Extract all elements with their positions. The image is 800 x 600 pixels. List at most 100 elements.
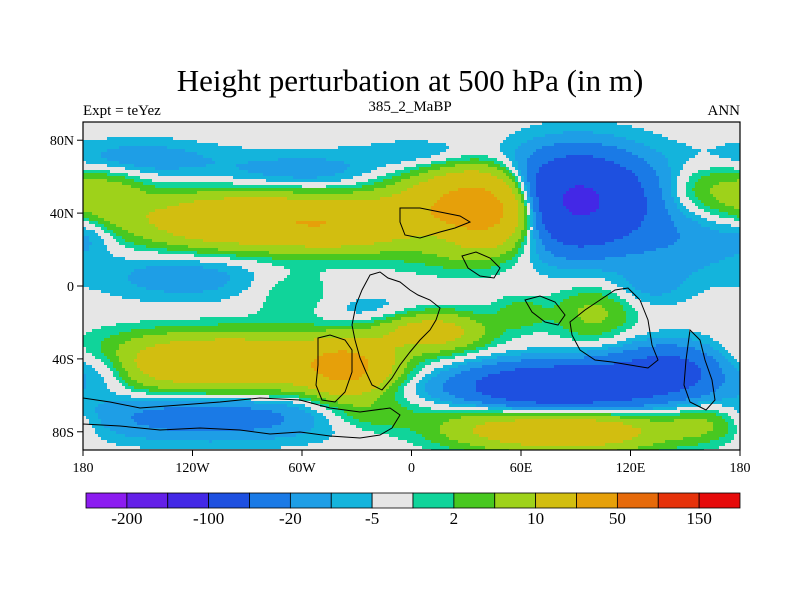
field-cell bbox=[137, 143, 140, 146]
field-cell bbox=[722, 125, 725, 128]
field-cell bbox=[710, 137, 713, 140]
field-cell bbox=[278, 140, 281, 143]
field-cell bbox=[521, 143, 524, 146]
field-cell bbox=[221, 125, 224, 128]
field-cell bbox=[668, 134, 671, 137]
field-cell bbox=[470, 131, 473, 134]
field-cell bbox=[392, 128, 395, 131]
field-cell bbox=[611, 134, 614, 137]
field-cell bbox=[446, 146, 449, 149]
field-cell bbox=[167, 146, 170, 149]
field-cell bbox=[536, 143, 539, 146]
field-cell bbox=[275, 146, 278, 149]
field-cell bbox=[248, 140, 251, 143]
field-cell bbox=[110, 137, 113, 140]
field-cell bbox=[86, 140, 89, 143]
field-cell bbox=[323, 137, 326, 140]
field-cell bbox=[503, 131, 506, 134]
field-cell bbox=[263, 131, 266, 134]
field-cell bbox=[557, 125, 560, 128]
field-cell bbox=[365, 131, 368, 134]
field-cell bbox=[572, 131, 575, 134]
field-cell bbox=[707, 146, 710, 149]
field-cell bbox=[431, 125, 434, 128]
field-cell bbox=[215, 125, 218, 128]
field-cell bbox=[392, 125, 395, 128]
field-cell bbox=[365, 134, 368, 137]
field-cell bbox=[689, 125, 692, 128]
field-cell bbox=[158, 140, 161, 143]
field-cell bbox=[503, 134, 506, 137]
field-cell bbox=[101, 137, 104, 140]
field-cell bbox=[563, 128, 566, 131]
field-cell bbox=[536, 146, 539, 149]
field-cell bbox=[206, 125, 209, 128]
field-cell bbox=[614, 143, 617, 146]
field-cell bbox=[626, 143, 629, 146]
field-cell bbox=[152, 131, 155, 134]
field-cell bbox=[464, 128, 467, 131]
field-cell bbox=[572, 134, 575, 137]
field-cell bbox=[191, 140, 194, 143]
field-cell bbox=[89, 146, 92, 149]
field-cell bbox=[671, 134, 674, 137]
field-cell bbox=[728, 140, 731, 143]
field-cell bbox=[344, 125, 347, 128]
field-cell bbox=[185, 137, 188, 140]
field-cell bbox=[497, 131, 500, 134]
field-cell bbox=[164, 146, 167, 149]
field-cell bbox=[683, 143, 686, 146]
field-cell bbox=[728, 143, 731, 146]
field-cell bbox=[179, 125, 182, 128]
field-cell bbox=[338, 125, 341, 128]
field-cell bbox=[305, 137, 308, 140]
field-cell bbox=[290, 125, 293, 128]
field-cell bbox=[260, 125, 263, 128]
field-cell bbox=[515, 128, 518, 131]
field-cell bbox=[350, 140, 353, 143]
field-cell bbox=[341, 131, 344, 134]
field-cell bbox=[428, 125, 431, 128]
field-cell bbox=[605, 137, 608, 140]
field-cell bbox=[308, 137, 311, 140]
field-cell bbox=[242, 128, 245, 131]
field-cell bbox=[560, 134, 563, 137]
field-cell bbox=[338, 140, 341, 143]
field-cell bbox=[245, 125, 248, 128]
field-cell bbox=[581, 125, 584, 128]
field-cell bbox=[320, 146, 323, 149]
field-cell bbox=[251, 143, 254, 146]
field-cell bbox=[584, 128, 587, 131]
field-cell bbox=[671, 128, 674, 131]
field-cell bbox=[251, 125, 254, 128]
field-cell bbox=[509, 137, 512, 140]
field-cell bbox=[596, 143, 599, 146]
field-cell bbox=[188, 131, 191, 134]
field-cell bbox=[608, 134, 611, 137]
field-cell bbox=[92, 146, 95, 149]
field-cell bbox=[572, 128, 575, 131]
field-cell bbox=[596, 140, 599, 143]
field-cell bbox=[200, 131, 203, 134]
field-cell bbox=[317, 134, 320, 137]
field-cell bbox=[536, 125, 539, 128]
field-cell bbox=[644, 143, 647, 146]
field-cell bbox=[632, 134, 635, 137]
field-cell bbox=[728, 134, 731, 137]
field-cell bbox=[497, 146, 500, 149]
field-cell bbox=[587, 128, 590, 131]
field-cell bbox=[443, 137, 446, 140]
field-cell bbox=[161, 125, 164, 128]
field-cell bbox=[443, 131, 446, 134]
field-cell bbox=[155, 134, 158, 137]
field-cell bbox=[242, 146, 245, 149]
field-cell bbox=[494, 134, 497, 137]
field-cell bbox=[284, 131, 287, 134]
field-cell bbox=[650, 140, 653, 143]
field-cell bbox=[569, 137, 572, 140]
field-cell bbox=[683, 131, 686, 134]
field-cell bbox=[623, 131, 626, 134]
field-cell bbox=[404, 131, 407, 134]
field-cell bbox=[560, 128, 563, 131]
field-cell bbox=[308, 143, 311, 146]
